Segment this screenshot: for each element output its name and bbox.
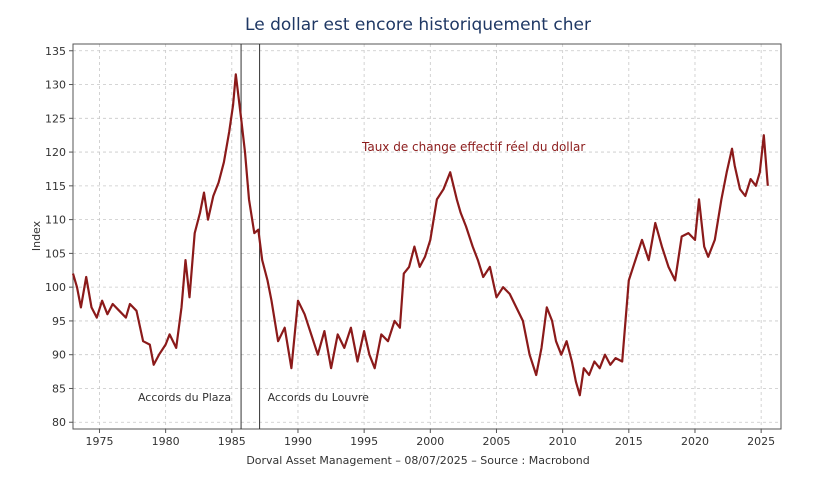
y-tick-label: 130 <box>45 79 66 92</box>
y-axis-label: Index <box>30 220 43 251</box>
y-tick-label: 120 <box>45 146 66 159</box>
y-tick-label: 85 <box>52 382 66 395</box>
y-tick-label: 135 <box>45 45 66 58</box>
y-tick-label: 125 <box>45 112 66 125</box>
series-line-dollar-reer <box>71 73 769 397</box>
x-tick-label: 1990 <box>284 435 312 448</box>
x-tick-label: 2020 <box>681 435 709 448</box>
y-tick-label: 110 <box>45 214 66 227</box>
y-tick-label: 95 <box>52 315 66 328</box>
x-tick-label: 1980 <box>152 435 180 448</box>
chart-title: Le dollar est encore historiquement cher <box>245 15 591 35</box>
y-tick-label: 90 <box>52 349 66 362</box>
source-note: Dorval Asset Management – 08/07/2025 – S… <box>246 454 589 467</box>
x-tick-label: 1985 <box>218 435 246 448</box>
x-axis: 1975 1980 1985 1990 1995 2000 2005 2010 2015 2020… <box>85 429 775 448</box>
y-axis: 80 85 90 95 100 105 110 115 120 125 130 135 <box>45 45 73 429</box>
y-tick-label: 105 <box>45 247 66 260</box>
x-tick-label: 2000 <box>416 435 444 448</box>
event-markers: Accords du Plaza Accords du Louvre <box>138 44 369 429</box>
y-tick-label: 115 <box>45 180 66 193</box>
x-tick-label: 1995 <box>350 435 378 448</box>
x-tick-label: 2025 <box>747 435 775 448</box>
event-label: Accords du Louvre <box>268 391 370 404</box>
x-tick-label: 1975 <box>85 435 113 448</box>
y-tick-label: 100 <box>45 281 66 294</box>
plot-frame <box>72 43 782 430</box>
x-tick-label: 2005 <box>482 435 510 448</box>
event-label: Accords du Plaza <box>138 391 231 404</box>
x-tick-label: 2015 <box>615 435 643 448</box>
x-tick-label: 2010 <box>549 435 577 448</box>
y-tick-label: 80 <box>52 416 66 429</box>
series-label: Taux de change effectif réel du dollar <box>361 140 585 154</box>
gridlines <box>73 44 781 429</box>
